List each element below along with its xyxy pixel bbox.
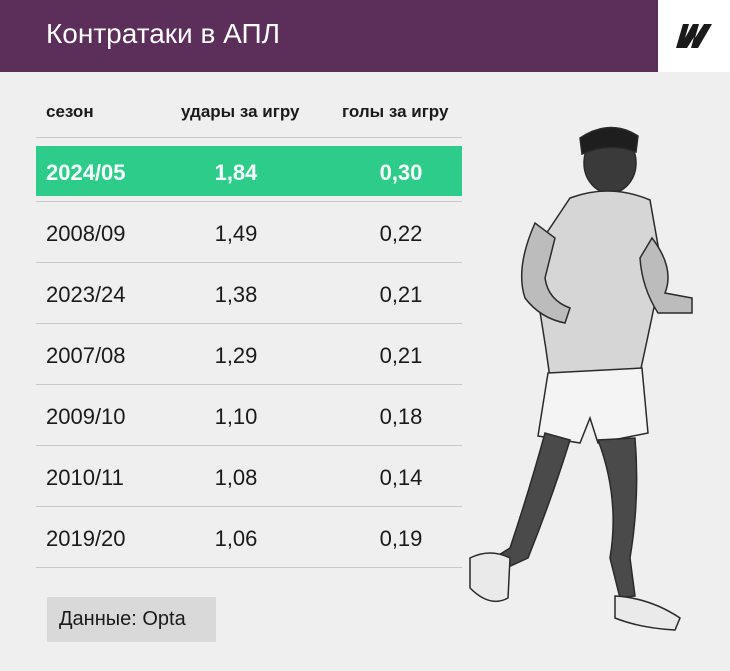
table-row: 2007/08 1,29 0,21 xyxy=(36,329,462,379)
table-row-highlight: 2024/05 1,84 0,30 xyxy=(36,146,462,196)
cell-season: 2007/08 xyxy=(46,343,126,368)
cell-goals: 0,21 xyxy=(379,343,423,368)
column-header-shots: удары за игру xyxy=(181,102,300,121)
table-rule xyxy=(36,445,462,446)
cell-goals: 0,30 xyxy=(379,160,423,185)
logo xyxy=(658,0,730,72)
cell-goals: 0,14 xyxy=(379,465,423,490)
cell-season: 2024/05 xyxy=(46,160,126,185)
cell-shots: 1,49 xyxy=(214,221,258,246)
cell-shots: 1,84 xyxy=(214,160,258,185)
cell-season: 2009/10 xyxy=(46,404,126,429)
cell-goals: 0,21 xyxy=(379,282,423,307)
table-rule xyxy=(36,506,462,507)
cell-shots: 1,06 xyxy=(214,526,258,551)
cell-season: 2023/24 xyxy=(46,282,126,307)
w-logo-icon xyxy=(676,24,712,48)
page-title: Контратаки в АПЛ xyxy=(46,18,280,49)
table-row: 2019/20 1,06 0,19 xyxy=(36,512,462,562)
header-bar: Контратаки в АПЛ xyxy=(0,0,658,72)
cell-goals: 0,18 xyxy=(379,404,423,429)
cell-shots: 1,29 xyxy=(214,343,258,368)
table-rule xyxy=(36,323,462,324)
cell-shots: 1,08 xyxy=(214,465,258,490)
table-rule xyxy=(36,262,462,263)
cell-season: 2010/11 xyxy=(46,465,124,490)
column-header-goals: голы за игру xyxy=(342,102,449,121)
source-badge: Данные: Opta xyxy=(47,597,216,642)
column-header-season: сезон xyxy=(46,102,94,121)
table-row: 2010/11 1,08 0,14 xyxy=(36,451,462,501)
cell-shots: 1,38 xyxy=(214,282,258,307)
table-rule xyxy=(36,384,462,385)
cell-season: 2019/20 xyxy=(46,526,126,551)
table-row: 2008/09 1,49 0,22 xyxy=(36,207,462,257)
source-label: Данные: Opta xyxy=(59,608,186,630)
cell-shots: 1,10 xyxy=(214,404,258,429)
table-row: 2009/10 1,10 0,18 xyxy=(36,390,462,440)
cell-goals: 0,19 xyxy=(379,526,423,551)
cell-goals: 0,22 xyxy=(379,221,423,246)
table-row: 2023/24 1,38 0,21 xyxy=(36,268,462,318)
player-image xyxy=(469,126,693,631)
table-rule xyxy=(36,137,462,138)
cell-season: 2008/09 xyxy=(46,221,126,246)
table-rule xyxy=(36,567,462,568)
table-rule xyxy=(36,201,462,202)
